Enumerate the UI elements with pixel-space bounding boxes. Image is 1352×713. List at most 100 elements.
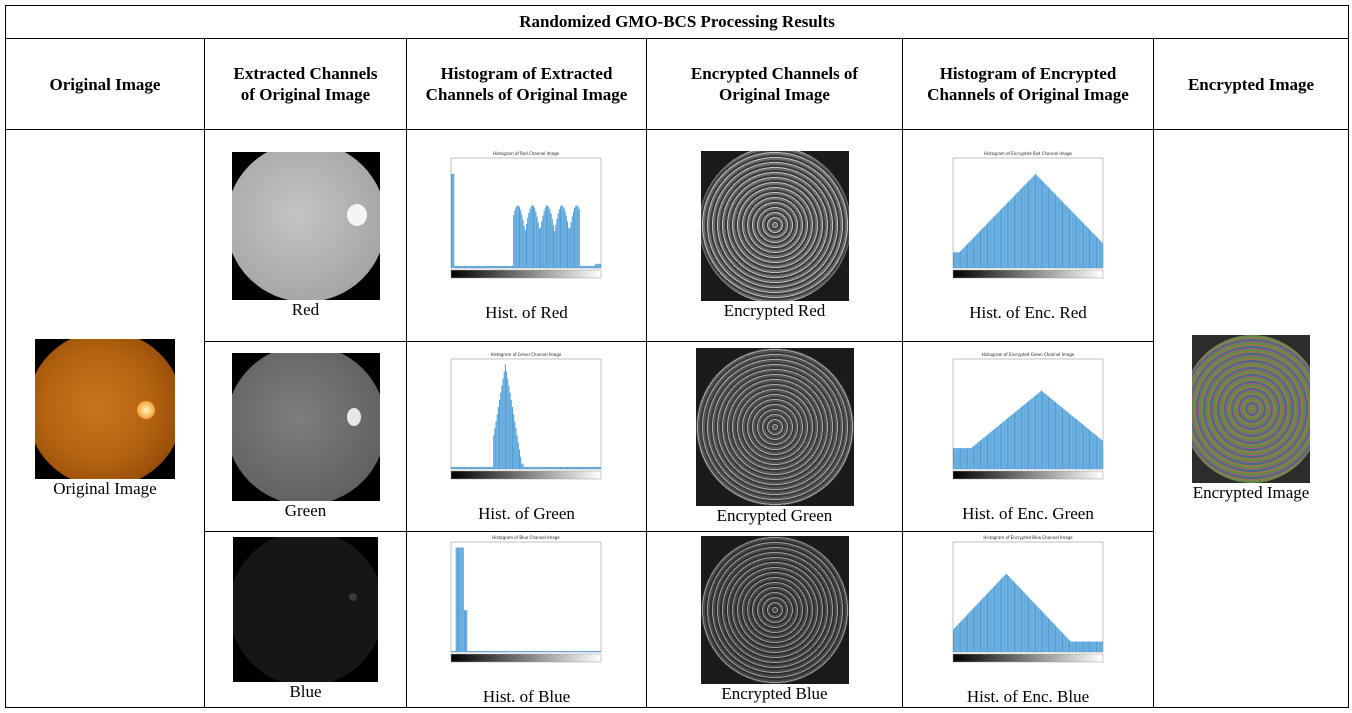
histogram-bar xyxy=(538,650,540,652)
histogram-bar xyxy=(1057,198,1060,268)
histogram-bar xyxy=(531,466,533,469)
histogram-bar xyxy=(1031,177,1033,268)
histogram-bar xyxy=(550,466,552,469)
histogram-bar xyxy=(599,466,601,469)
histogram-bar xyxy=(515,207,517,268)
histogram-bar xyxy=(1089,430,1091,469)
histogram-bar xyxy=(470,265,472,268)
histogram-bar xyxy=(497,407,499,469)
histogram-bar xyxy=(541,650,543,652)
histogram-bar xyxy=(1101,242,1103,268)
histogram-bar xyxy=(520,650,522,652)
histogram-bar xyxy=(1012,581,1014,652)
histogram-bar xyxy=(575,650,577,652)
histogram-bar xyxy=(482,265,484,268)
histogram-bar xyxy=(511,407,513,469)
histogram-bar xyxy=(971,609,973,652)
histogram-bar xyxy=(558,209,560,268)
histogram-bar xyxy=(1069,641,1071,652)
histogram-bar xyxy=(585,466,587,469)
histogram-bar xyxy=(959,621,961,652)
histogram-bar xyxy=(533,466,535,469)
histogram-bar xyxy=(986,223,988,268)
histogram-bar xyxy=(988,432,990,469)
histogram-bar xyxy=(515,428,517,469)
histogram-bar xyxy=(484,650,487,652)
histogram-bar xyxy=(481,265,483,268)
enc-red-hist-caption: Hist. of Enc. Red xyxy=(969,303,1087,322)
histogram-bar xyxy=(1050,399,1052,469)
red-caption: Red xyxy=(291,299,320,319)
histogram-bar xyxy=(490,650,492,652)
histogram-bar xyxy=(570,650,572,652)
histogram-bar xyxy=(492,466,494,469)
histogram-bar xyxy=(1100,641,1102,652)
histogram-bar xyxy=(555,466,557,469)
histogram-bar xyxy=(535,650,537,652)
histogram-bar xyxy=(501,265,503,268)
histogram-bar xyxy=(556,466,558,469)
histogram-bar xyxy=(1006,202,1008,268)
histogram-bar xyxy=(476,466,478,469)
histogram-bar xyxy=(1083,224,1085,268)
histogram-bar xyxy=(1066,411,1068,469)
histogram-bar xyxy=(597,650,599,652)
histogram-bar xyxy=(1023,593,1026,652)
histogram-bar xyxy=(974,235,976,268)
histogram-bar xyxy=(1009,578,1011,652)
histogram-bar xyxy=(1066,206,1068,268)
histogram-bar xyxy=(993,585,995,652)
histogram-bar xyxy=(468,466,470,469)
histogram-bar xyxy=(509,392,511,469)
histogram-bar xyxy=(975,234,977,268)
histogram-bar xyxy=(493,650,495,652)
histogram-bar xyxy=(1074,418,1076,469)
histogram-bar xyxy=(493,435,495,469)
header-extracted-channels: Extracted Channels of Original Image xyxy=(204,38,407,130)
histogram-bar xyxy=(584,466,586,469)
histogram-bar xyxy=(589,265,591,268)
histogram-bar xyxy=(1028,400,1030,469)
histogram-bar xyxy=(511,265,513,268)
histogram-bar xyxy=(974,605,976,652)
histogram-bar xyxy=(487,466,489,469)
histogram-bar xyxy=(574,207,576,268)
histogram-bar xyxy=(998,425,1000,469)
histogram-bar xyxy=(564,466,566,469)
histogram-bar xyxy=(510,399,512,469)
histogram-bar xyxy=(1070,415,1072,469)
histogram-bar xyxy=(486,650,488,652)
histogram-bar xyxy=(506,371,508,469)
histogram-bar xyxy=(1069,414,1071,469)
histogram-bar xyxy=(1052,400,1054,469)
blue-hist-cell: Histogram of Blue Channel Image Hist. of… xyxy=(406,531,647,708)
histogram-bar xyxy=(537,466,539,469)
histogram-bar xyxy=(982,437,985,469)
histogram-bar xyxy=(975,443,977,469)
histogram-bar xyxy=(460,466,462,469)
histogram-bar xyxy=(1005,419,1007,469)
histogram-bar xyxy=(1033,175,1035,268)
histogram-bar xyxy=(571,466,573,469)
histogram-bar xyxy=(1038,177,1040,268)
histogram-bar xyxy=(1059,199,1061,268)
histogram-bar xyxy=(494,428,496,469)
histogram-bar xyxy=(1098,240,1101,268)
histogram-bar xyxy=(1047,618,1049,652)
histogram-bar xyxy=(480,466,482,469)
histogram-bar xyxy=(1088,429,1090,469)
histogram-bar xyxy=(1090,641,1092,652)
histogram-bar xyxy=(978,231,980,268)
histogram-bar xyxy=(1073,641,1075,652)
histogram-bar xyxy=(1091,641,1093,652)
histogram-bar xyxy=(526,466,528,469)
histogram-bar xyxy=(1005,573,1007,653)
histogram-bar xyxy=(1094,434,1096,469)
histogram-bar xyxy=(514,650,516,652)
histogram-bar xyxy=(509,650,511,652)
green-hist-cell: Histogram of Green Channel Image Hist. o… xyxy=(406,341,647,532)
histogram-bar xyxy=(472,466,474,469)
histogram-bar xyxy=(1068,640,1070,652)
histogram-bar xyxy=(1006,574,1008,652)
histogram-bar xyxy=(964,616,966,652)
